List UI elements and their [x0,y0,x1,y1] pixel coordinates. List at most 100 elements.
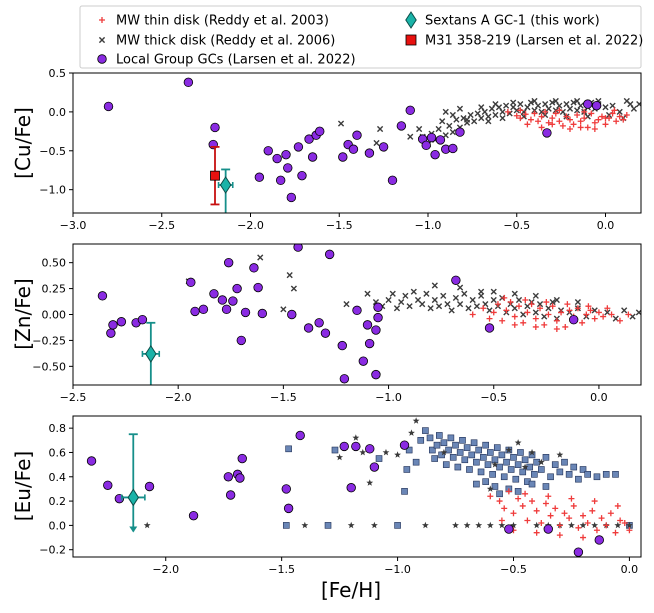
data-point [444,301,451,308]
x-tick-label: −0.5 [503,219,530,232]
sextans-gc1-point [127,488,140,507]
sextans-gc1-marker [141,321,161,385]
data-point [373,139,380,147]
data-point [448,307,455,314]
data-point [520,319,527,326]
data-point [565,471,573,478]
data-point [378,142,389,152]
data-point [563,101,570,108]
data-point [455,127,465,137]
data-point [505,488,512,495]
data-point [558,309,565,316]
data-point [440,439,448,447]
data-point [463,116,471,123]
data-point [461,290,468,297]
data-point [282,522,290,529]
data-point [504,524,514,534]
data-point [412,458,420,466]
data-point [249,263,259,273]
data-point [272,153,282,164]
data-point [456,105,464,112]
data-point [556,118,563,125]
data-point [485,118,492,125]
legend-marker [97,54,107,64]
data-point [542,108,549,115]
legend-marker [405,11,417,29]
data-point [521,456,529,464]
data-point [499,115,506,122]
data-point [625,311,632,318]
data-point [511,321,518,328]
data-point [542,483,550,490]
data-point [498,521,506,529]
data-point [510,521,517,529]
data-point [492,101,499,108]
data-point [531,471,538,478]
data-point [503,458,510,466]
data-point [579,319,586,326]
x-tick-label: −2.5 [148,219,175,232]
data-point [370,521,378,529]
data-point [449,111,456,119]
data-point [236,335,246,346]
data-point [427,305,434,312]
data-point [394,522,401,529]
data-point [492,111,499,119]
data-point [505,446,513,453]
data-point [561,510,568,517]
data-point [553,317,560,324]
data-point [561,458,568,466]
data-point [373,312,383,323]
y-axis-label: [Cu/Fe] [11,107,35,179]
data-point [86,456,97,466]
data-point [533,529,540,536]
data-point [417,437,425,444]
data-point [459,437,466,444]
legend-entry-sextans: Sextans A GC-1 (this work) [405,11,600,29]
data-point [463,444,471,451]
data-point [407,133,414,140]
data-point [513,107,520,114]
data-point [549,303,556,310]
data-point [611,107,618,114]
data-point [337,120,345,127]
data-point [522,111,529,118]
data-point [359,448,367,456]
data-point [625,521,633,529]
data-point [537,305,544,312]
data-point [552,505,559,512]
data-point [602,471,610,478]
data-point [496,490,503,498]
data-point [478,104,485,111]
data-point [232,283,242,294]
data-point [594,535,604,545]
data-point [469,311,476,318]
data-point [532,315,539,322]
y-tick-label: 0.2 [49,495,67,508]
data-point [503,307,510,314]
data-point [490,296,497,304]
data-point [475,521,483,529]
data-point [514,439,522,446]
data-point [580,512,587,519]
x-tick-label: −1.0 [415,219,442,232]
axes-frame [72,72,642,214]
data-point [603,522,610,529]
data-point [566,105,574,112]
data-point [494,301,501,308]
data-point [498,451,506,459]
data-point [419,301,426,308]
data-point [532,292,539,299]
data-point [567,116,573,123]
data-point [446,122,453,129]
data-point [410,288,417,295]
data-point [556,102,563,109]
data-point [584,519,591,526]
data-point [570,121,577,128]
data-point [556,532,563,539]
data-point [358,356,369,366]
legend-frame [79,5,642,69]
data-point [254,172,265,182]
data-point [593,527,600,534]
data-point [512,475,520,483]
